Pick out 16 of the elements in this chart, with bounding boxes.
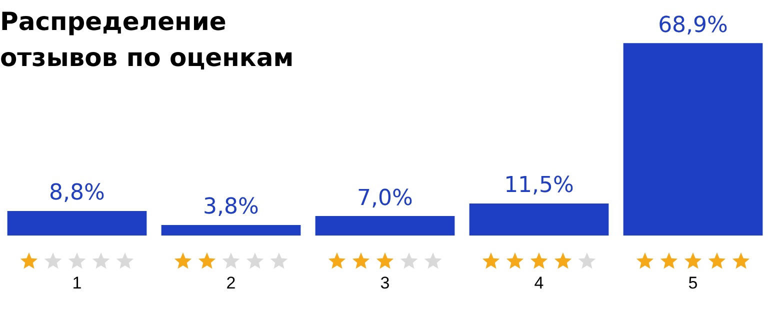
x-tick-label: 3: [380, 273, 390, 292]
bar: [469, 203, 609, 236]
data-label: 11,5%: [504, 173, 574, 198]
x-tick-label: 2: [226, 273, 236, 292]
x-tick-label: 1: [72, 273, 82, 292]
bar: [161, 224, 301, 236]
data-label: 3,8%: [203, 194, 259, 220]
bar: [623, 43, 763, 236]
data-label: 7,0%: [357, 186, 413, 211]
bar: [7, 211, 147, 236]
data-label: 68,9%: [658, 12, 728, 38]
x-tick-label: 5: [688, 273, 698, 292]
chart-title: Распределение отзывов по оценкам: [0, 6, 295, 74]
x-tick-label: 4: [534, 273, 544, 292]
bar: [315, 216, 455, 236]
data-label: 8,8%: [49, 180, 105, 206]
